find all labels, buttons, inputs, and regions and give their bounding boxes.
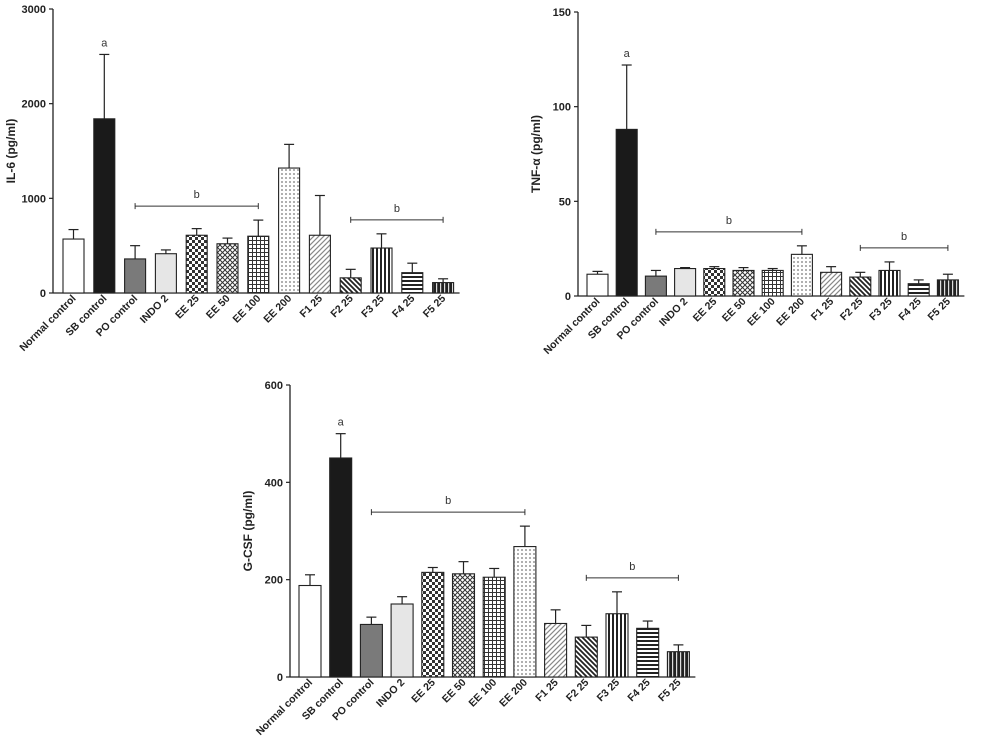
x-tick-label: F4 25 — [625, 677, 653, 705]
x-tick-label: INDO 2 — [374, 677, 407, 710]
y-tick-label: 600 — [265, 380, 283, 392]
y-tick-label: 0 — [277, 672, 283, 684]
bar-7 — [513, 546, 537, 678]
significance-letter: a — [338, 417, 345, 429]
x-tick-label: F5 25 — [656, 677, 684, 705]
bar-6 — [482, 576, 506, 678]
x-tick-label: EE 200 — [497, 677, 530, 710]
x-tick-label: F1 25 — [298, 293, 326, 321]
y-tick-label: 0 — [565, 291, 571, 303]
significance-letter: b — [445, 495, 451, 507]
x-tick-label: EE 200 — [774, 296, 807, 329]
y-axis-label: IL-6 (pg/ml) — [4, 119, 18, 184]
y-axis-label: G-CSF (pg/ml) — [241, 491, 255, 572]
bar-8 — [308, 234, 331, 294]
x-tick-label: EE 50 — [440, 677, 469, 706]
y-tick-label: 2000 — [22, 99, 46, 111]
x-tick-label: F4 25 — [896, 296, 924, 324]
x-tick-label: F5 25 — [421, 293, 449, 321]
bar-8 — [820, 271, 843, 297]
bar-10 — [605, 613, 629, 678]
x-tick-label: F3 25 — [595, 677, 623, 705]
x-tick-label: F1 25 — [533, 677, 561, 705]
bar-7 — [790, 253, 813, 297]
y-tick-label: 0 — [40, 288, 46, 300]
y-tick-label: 150 — [553, 7, 571, 19]
bar-5 — [216, 243, 239, 294]
significance-letter: b — [726, 215, 732, 227]
bar-1 — [615, 128, 638, 297]
x-tick-label: INDO 2 — [138, 293, 171, 326]
x-tick-label: EE 25 — [409, 677, 438, 706]
bar-8 — [544, 622, 568, 678]
bar-9 — [339, 277, 362, 294]
bar-1 — [93, 118, 116, 294]
bar-9 — [849, 276, 872, 297]
y-tick-label: 3000 — [22, 4, 46, 16]
x-tick-label: F2 25 — [328, 293, 356, 321]
bar-0 — [298, 584, 322, 678]
y-axis-label: TNF-α (pg/ml) — [529, 115, 543, 193]
bar-5 — [732, 269, 755, 297]
bar-4 — [421, 571, 445, 678]
x-tick-label: F2 25 — [838, 296, 866, 324]
bar-12 — [432, 282, 455, 294]
bar-2 — [359, 623, 383, 678]
x-tick-label: EE 25 — [691, 296, 720, 325]
bar-10 — [878, 269, 901, 297]
y-tick-label: 100 — [553, 102, 571, 114]
x-tick-label: F4 25 — [390, 293, 418, 321]
x-tick-label: EE 50 — [204, 293, 233, 322]
y-tick-label: 400 — [265, 477, 283, 489]
bar-2 — [644, 275, 667, 297]
bar-6 — [761, 269, 784, 297]
bar-12 — [936, 279, 959, 297]
y-tick-label: 1000 — [22, 193, 46, 205]
significance-letter: a — [624, 48, 631, 60]
significance-letter: b — [629, 561, 635, 573]
bar-2 — [124, 258, 147, 294]
y-tick-label: 50 — [559, 196, 571, 208]
bar-3 — [154, 253, 177, 294]
bar-10 — [370, 247, 393, 294]
x-tick-label: EE 100 — [231, 293, 264, 326]
significance-letter: b — [901, 231, 907, 243]
x-tick-label: F3 25 — [867, 296, 895, 324]
bar-3 — [674, 267, 697, 297]
bar-11 — [636, 627, 660, 678]
bar-7 — [278, 167, 301, 294]
bar-0 — [586, 273, 609, 297]
x-tick-label: F2 25 — [564, 677, 592, 705]
bar-0 — [62, 238, 85, 294]
x-tick-label: EE 200 — [261, 293, 294, 326]
significance-letter: a — [101, 37, 108, 49]
x-tick-label: EE 100 — [466, 677, 499, 710]
x-tick-label: F1 25 — [809, 296, 837, 324]
x-tick-label: EE 25 — [173, 293, 202, 322]
bar-4 — [703, 267, 726, 297]
bar-6 — [247, 235, 270, 294]
x-tick-label: F3 25 — [359, 293, 387, 321]
bar-1 — [329, 457, 353, 678]
x-tick-label: F5 25 — [926, 296, 954, 324]
bar-9 — [574, 636, 598, 678]
significance-letter: b — [394, 203, 400, 215]
significance-letter: b — [194, 189, 200, 201]
bar-5 — [451, 573, 476, 678]
bar-11 — [401, 272, 424, 294]
x-tick-label: INDO 2 — [657, 296, 690, 329]
bar-3 — [390, 603, 414, 678]
y-tick-label: 200 — [265, 575, 283, 587]
bar-11 — [907, 283, 930, 297]
bar-4 — [185, 234, 208, 294]
x-tick-label: EE 100 — [745, 296, 778, 329]
bar-12 — [666, 651, 690, 678]
